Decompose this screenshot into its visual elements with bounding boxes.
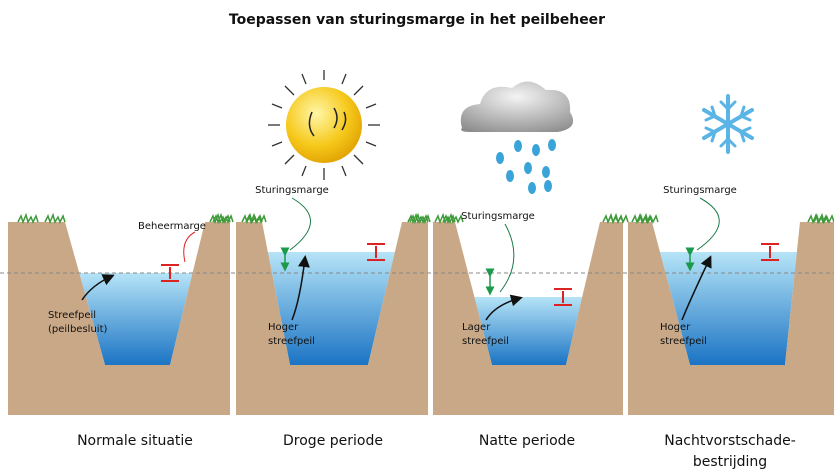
margin-pointer bbox=[290, 198, 311, 250]
panel-caption: Natte periode bbox=[479, 433, 575, 449]
panel-caption: Nachtvorstschade- bbox=[664, 433, 796, 449]
grass bbox=[603, 215, 623, 222]
margin-label: Sturingsmarge bbox=[255, 185, 329, 196]
panel-caption: Droge periode bbox=[283, 433, 383, 449]
diagram: Toepassen van sturingsmarge in het peilb… bbox=[0, 0, 834, 471]
panel-caption: bestrijding bbox=[693, 454, 767, 470]
margin-pointer bbox=[500, 224, 514, 292]
margin-pointer bbox=[697, 198, 719, 250]
level-label: Hoger bbox=[268, 322, 299, 333]
snowflake-icon bbox=[704, 96, 752, 152]
grass bbox=[45, 215, 65, 222]
margin-label: Sturingsmarge bbox=[663, 185, 737, 196]
level-label: streefpeil bbox=[268, 336, 315, 347]
panel-caption: Normale situatie bbox=[77, 433, 193, 449]
level-label: Hoger bbox=[660, 322, 691, 333]
sun-icon bbox=[268, 70, 380, 180]
margin-pointer bbox=[184, 232, 195, 262]
level-label: streefpeil bbox=[660, 336, 707, 347]
level-label: Streefpeil bbox=[48, 310, 96, 321]
level-label: streefpeil bbox=[462, 336, 509, 347]
margin-label: Sturingsmarge bbox=[461, 211, 535, 222]
title: Toepassen van sturingsmarge in het peilb… bbox=[229, 12, 605, 28]
margin-label: Beheermarge bbox=[138, 221, 206, 232]
water bbox=[474, 297, 582, 365]
level-label: (peilbesluit) bbox=[48, 324, 107, 335]
rain-cloud-icon bbox=[461, 81, 573, 194]
level-label: Lager bbox=[462, 322, 491, 333]
grass bbox=[18, 215, 38, 222]
